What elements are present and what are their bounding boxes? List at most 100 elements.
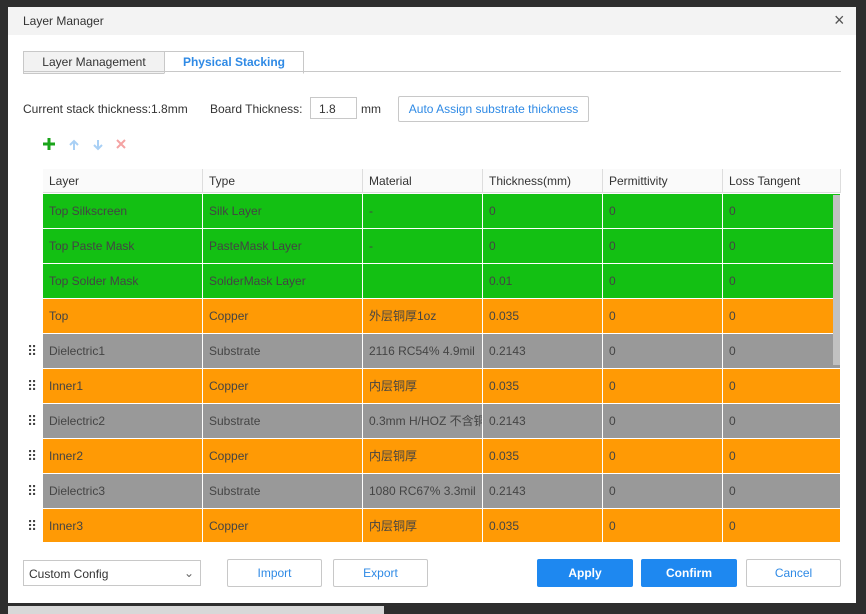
table-cell [363, 264, 483, 299]
table-cell: Copper [203, 369, 363, 404]
table-cell: 0 [603, 334, 723, 369]
drag-handle[interactable]: ⠿ [27, 483, 38, 499]
table-cell: Inner1 [43, 369, 203, 404]
table-cell: - [363, 194, 483, 229]
table-cell: Dielectric3 [43, 474, 203, 509]
dropdown-arrow: ⌄ [183, 566, 194, 580]
table-cell: 0.035 [483, 369, 603, 404]
dialog: Layer Manager × Layer Management Physica… [8, 7, 856, 603]
down-icon[interactable] [93, 140, 103, 151]
table-cell: Dielectric1 [43, 334, 203, 369]
background-bar [8, 606, 384, 614]
table-cell: Silk Layer [203, 194, 363, 229]
config-select[interactable]: Custom Config ⌄ [23, 560, 201, 586]
export-button[interactable]: Export [333, 559, 428, 587]
config-label: Custom Config [29, 567, 109, 581]
table-cell: 0.2143 [483, 404, 603, 439]
table-cell: Substrate [203, 334, 363, 369]
layer-table: Layer Type Material Thickness(mm) Permittivi… [27, 169, 841, 543]
table-cell: 0 [723, 194, 841, 229]
drag-handle[interactable]: ⠿ [27, 413, 38, 429]
table-cell: 0 [603, 369, 723, 404]
title-bar: Layer Manager × [8, 7, 856, 35]
table-cell: Copper [203, 439, 363, 474]
table-cell: 0 [723, 404, 841, 439]
table-cell: - [363, 229, 483, 264]
table-cell: 0 [603, 474, 723, 509]
scrollbar[interactable] [833, 195, 840, 365]
table-cell: 0 [603, 404, 723, 439]
table-cell: Top Silkscreen [43, 194, 203, 229]
dialog-title: Layer Manager [23, 14, 104, 28]
cancel-button[interactable]: Cancel [746, 559, 841, 587]
table-cell: 0 [483, 194, 603, 229]
table-cell: 0 [723, 264, 841, 299]
table-cell: 0 [603, 194, 723, 229]
table-cell: 内层铜厚 [363, 439, 483, 474]
table-cell: 0.035 [483, 299, 603, 334]
table-cell: 外层铜厚1oz [363, 299, 483, 334]
add-icon[interactable] [43, 138, 55, 150]
table-cell: 0.2143 [483, 334, 603, 369]
drag-handle[interactable]: ⠿ [27, 343, 38, 359]
close-button[interactable]: × [834, 10, 845, 30]
toolbar-icons [43, 138, 126, 151]
table-cell: 0 [603, 229, 723, 264]
table-cell: Top [43, 299, 203, 334]
confirm-button[interactable]: Confirm [641, 559, 737, 587]
apply-button[interactable]: Apply [537, 559, 633, 587]
table-cell: 1080 RC67% 3.3mil [363, 474, 483, 509]
table-cell: 内层铜厚 [363, 509, 483, 543]
table-cell: 0 [723, 369, 841, 404]
table-cell: Substrate [203, 404, 363, 439]
table-cell: 0 [483, 229, 603, 264]
column-header: Type [203, 169, 363, 193]
tab[interactable]: Layer Management [23, 51, 165, 74]
up-icon[interactable] [69, 139, 79, 150]
table-cell: SolderMask Layer [203, 264, 363, 299]
table-cell: 0 [603, 264, 723, 299]
table-cell: PasteMask Layer [203, 229, 363, 264]
table-cell: Top Solder Mask [43, 264, 203, 299]
column-header: Thickness(mm) [483, 169, 603, 193]
table-cell: 0 [723, 509, 841, 543]
table-cell: 内层铜厚 [363, 369, 483, 404]
table-cell: Inner2 [43, 439, 203, 474]
table-cell: 0.01 [483, 264, 603, 299]
table-cell: Substrate [203, 474, 363, 509]
table-cell: 0.2143 [483, 474, 603, 509]
column-header: Layer [43, 169, 203, 193]
drag-handle[interactable]: ⠿ [27, 378, 38, 394]
table-cell: Dielectric2 [43, 404, 203, 439]
drag-handle[interactable]: ⠿ [27, 448, 38, 464]
table-cell: 0.035 [483, 509, 603, 543]
table-cell: 0 [723, 229, 841, 264]
tab-line [23, 71, 841, 72]
board-input[interactable]: 1.8 [310, 97, 357, 119]
table-cell: 0 [723, 439, 841, 474]
import-button[interactable]: Import [227, 559, 322, 587]
column-header: Permittivity [603, 169, 723, 193]
table-cell: Top Paste Mask [43, 229, 203, 264]
tab-active[interactable]: Physical Stacking [164, 51, 304, 74]
table-cell: 0 [723, 334, 841, 369]
table-cell: 2116 RC54% 4.9mil [363, 334, 483, 369]
drag-handle[interactable]: ⠿ [27, 518, 38, 534]
board-unit: mm [361, 102, 381, 116]
table-cell: 0.3mm H/HOZ 不含铜 [363, 404, 483, 439]
table-cell: Copper [203, 299, 363, 334]
delete-icon[interactable] [116, 139, 126, 149]
table-cell: 0 [723, 474, 841, 509]
column-header: Material [363, 169, 483, 193]
table-cell: 0 [723, 299, 841, 334]
board-label: Board Thickness: [210, 102, 303, 116]
table-cell: Copper [203, 509, 363, 543]
table-cell: 0 [603, 439, 723, 474]
stack-label: Current stack thickness:1.8mm [23, 102, 188, 116]
auto-assign-button[interactable]: Auto Assign substrate thickness [398, 96, 589, 122]
table-cell: 0 [603, 509, 723, 543]
table-cell: 0 [603, 299, 723, 334]
table-cell: Inner3 [43, 509, 203, 543]
column-header: Loss Tangent [723, 169, 841, 193]
